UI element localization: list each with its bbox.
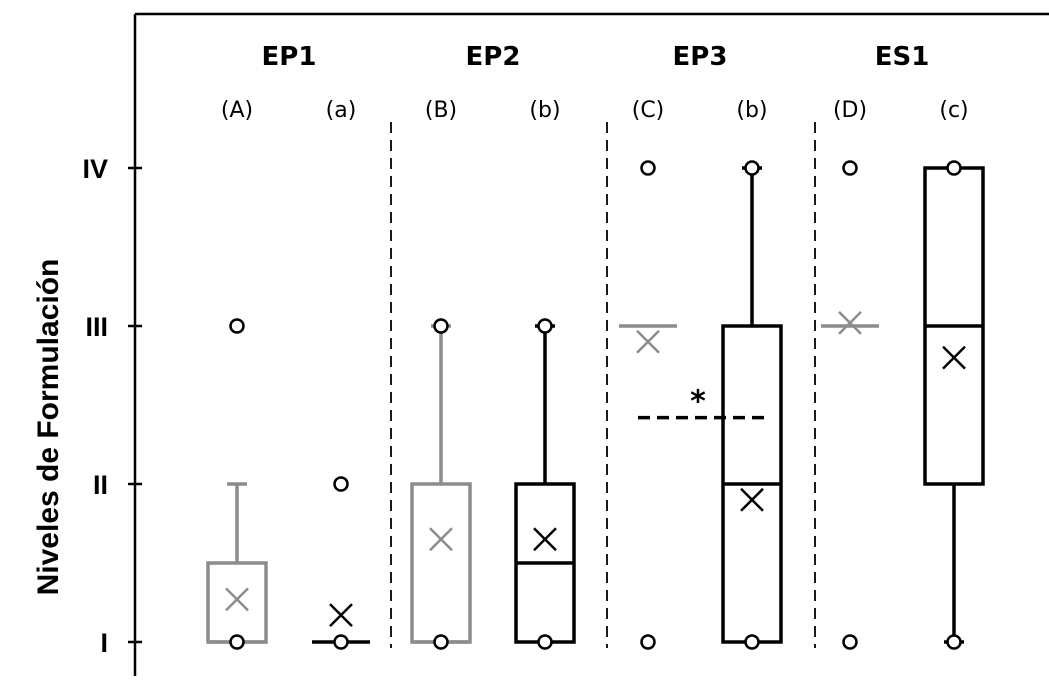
outlier-point: [640, 634, 656, 650]
y-tick-label: III: [85, 312, 108, 342]
mean-marker: [329, 603, 353, 628]
group-ep1: EP1 (A) (a): [206, 42, 370, 650]
outlier-point: [946, 634, 962, 650]
group-title: ES1: [875, 42, 930, 72]
category-label: (A): [221, 98, 253, 123]
significance-star: *: [690, 385, 706, 420]
y-tick-label: I: [100, 628, 108, 658]
category-label: (b): [736, 98, 767, 123]
mean-marker: [838, 310, 862, 335]
y-tick-label: IV: [82, 154, 108, 184]
outlier-point: [229, 318, 245, 334]
group-title: EP2: [466, 42, 521, 72]
outlier-point: [946, 160, 962, 176]
box-ep2-second: (b): [514, 98, 576, 650]
mean-marker: [636, 329, 660, 354]
category-label: (B): [425, 98, 457, 123]
box-ep1-first: (A): [206, 98, 268, 650]
outlier-point: [842, 634, 858, 650]
outlier-point: [537, 634, 553, 650]
box-es1-second: (c): [923, 98, 985, 650]
group-ep3: EP3 (C) (b): [619, 42, 783, 650]
mean-marker: [429, 527, 453, 552]
category-label: (a): [326, 98, 357, 123]
group-title: EP1: [262, 42, 317, 72]
outlier-point: [433, 634, 449, 650]
box-groups: EP1 (A) (a) EP2 (B) (b) EP3 (C) (b) ES1 (D) (c): [206, 42, 985, 650]
box-ep3-second: (b): [721, 98, 783, 650]
mean-marker: [942, 345, 966, 370]
outlier-point: [333, 476, 349, 492]
outlier-point: [229, 634, 245, 650]
y-axis-title: Niveles de Formulación: [32, 259, 65, 596]
group-ep2: EP2 (B) (b): [410, 42, 576, 650]
box-ep3-first: (C): [619, 98, 677, 650]
outlier-point: [537, 318, 553, 334]
outlier-point: [842, 160, 858, 176]
outlier-point: [744, 634, 760, 650]
category-label: (C): [632, 98, 665, 123]
category-label: (c): [939, 98, 968, 123]
group-separators: [390, 122, 816, 648]
outlier-point: [744, 160, 760, 176]
category-label: (b): [529, 98, 560, 123]
group-title: EP3: [673, 42, 728, 72]
mean-marker: [225, 587, 249, 612]
axes: [133, 12, 1049, 676]
y-tick-label: II: [93, 470, 108, 500]
category-label: (D): [833, 98, 867, 123]
annotations: *: [638, 385, 770, 420]
mean-marker: [533, 527, 557, 552]
box-es1-first: (D): [821, 98, 879, 650]
box-ep2-first: (B): [410, 98, 472, 650]
box-rect: [206, 561, 268, 644]
mean-marker: [740, 487, 764, 512]
box-rect: [410, 482, 472, 644]
outlier-point: [433, 318, 449, 334]
box-ep1-second: (a): [312, 98, 370, 650]
outlier-point: [333, 634, 349, 650]
group-es1: ES1 (D) (c): [821, 42, 985, 650]
outlier-point: [640, 160, 656, 176]
